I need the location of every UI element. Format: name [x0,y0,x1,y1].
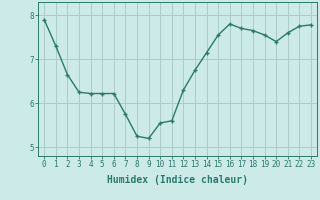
X-axis label: Humidex (Indice chaleur): Humidex (Indice chaleur) [107,175,248,185]
